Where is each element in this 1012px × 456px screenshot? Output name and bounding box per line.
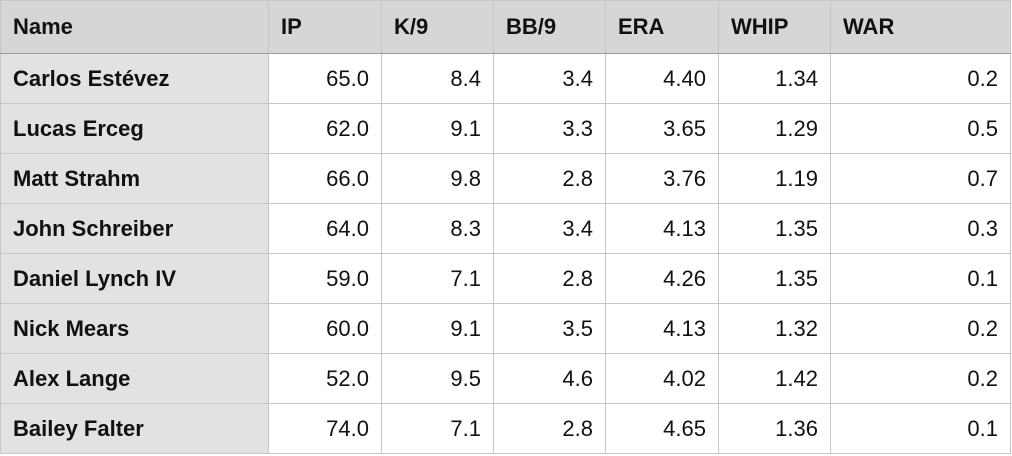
stat-cell: 9.5	[381, 353, 494, 404]
stat-cell: 7.1	[381, 403, 494, 454]
stat-cell: 0.3	[830, 203, 1011, 254]
stat-cell: 3.5	[493, 303, 606, 354]
stat-cell: 2.8	[493, 153, 606, 204]
stat-cell: 4.65	[605, 403, 719, 454]
header-cell: BB/9	[493, 0, 606, 54]
player-name: John Schreiber	[0, 203, 269, 254]
player-name: Nick Mears	[0, 303, 269, 354]
stat-cell: 0.2	[830, 53, 1011, 104]
header-cell: Name	[0, 0, 269, 54]
stat-cell: 1.34	[718, 53, 831, 104]
stat-cell: 0.5	[830, 103, 1011, 154]
stat-cell: 4.26	[605, 253, 719, 304]
stat-cell: 7.1	[381, 253, 494, 304]
stat-cell: 4.6	[493, 353, 606, 404]
stat-cell: 9.1	[381, 303, 494, 354]
stat-cell: 65.0	[268, 53, 382, 104]
stat-cell: 0.7	[830, 153, 1011, 204]
stat-cell: 3.4	[493, 53, 606, 104]
stat-cell: 3.76	[605, 153, 719, 204]
stat-cell: 1.42	[718, 353, 831, 404]
player-name: Bailey Falter	[0, 403, 269, 454]
stat-cell: 9.8	[381, 153, 494, 204]
stat-cell: 60.0	[268, 303, 382, 354]
stat-cell: 4.02	[605, 353, 719, 404]
stat-cell: 1.19	[718, 153, 831, 204]
player-name: Alex Lange	[0, 353, 269, 404]
header-cell: WAR	[830, 0, 1011, 54]
table-row: Nick Mears 60.0 9.1 3.5 4.13 1.32 0.2	[0, 303, 1011, 354]
stat-cell: 1.35	[718, 203, 831, 254]
stat-cell: 1.32	[718, 303, 831, 354]
stat-cell: 1.36	[718, 403, 831, 454]
table-row: Alex Lange 52.0 9.5 4.6 4.02 1.42 0.2	[0, 353, 1011, 404]
stat-cell: 2.8	[493, 253, 606, 304]
table-row: Bailey Falter 74.0 7.1 2.8 4.65 1.36 0.1	[0, 403, 1011, 454]
stat-cell: 9.1	[381, 103, 494, 154]
stat-cell: 3.4	[493, 203, 606, 254]
stat-cell: 0.2	[830, 353, 1011, 404]
stat-cell: 52.0	[268, 353, 382, 404]
stat-cell: 74.0	[268, 403, 382, 454]
header-cell: WHIP	[718, 0, 831, 54]
stat-cell: 64.0	[268, 203, 382, 254]
table-header: Name IP K/9 BB/9 ERA WHIP WAR	[0, 0, 1011, 54]
stat-cell: 0.1	[830, 403, 1011, 454]
table-row: Daniel Lynch IV 59.0 7.1 2.8 4.26 1.35 0.1	[0, 253, 1011, 304]
stat-cell: 4.40	[605, 53, 719, 104]
stat-cell: 0.2	[830, 303, 1011, 354]
stat-cell: 1.35	[718, 253, 831, 304]
stat-cell: 4.13	[605, 303, 719, 354]
stat-cell: 1.29	[718, 103, 831, 154]
header-cell: ERA	[605, 0, 719, 54]
stat-cell: 8.3	[381, 203, 494, 254]
table-body: Carlos Estévez 65.0 8.4 3.4 4.40 1.34 0.2 Lucas…	[0, 53, 1011, 454]
table-row: John Schreiber 64.0 8.3 3.4 4.13 1.35 0.3	[0, 203, 1011, 254]
stat-cell: 3.3	[493, 103, 606, 154]
stat-cell: 66.0	[268, 153, 382, 204]
table-row: Matt Strahm 66.0 9.8 2.8 3.76 1.19 0.7	[0, 153, 1011, 204]
stat-cell: 59.0	[268, 253, 382, 304]
stat-cell: 0.1	[830, 253, 1011, 304]
player-name: Daniel Lynch IV	[0, 253, 269, 304]
header-cell: K/9	[381, 0, 494, 54]
player-name: Carlos Estévez	[0, 53, 269, 104]
header-cell: IP	[268, 0, 382, 54]
player-name: Lucas Erceg	[0, 103, 269, 154]
player-name: Matt Strahm	[0, 153, 269, 204]
stat-cell: 8.4	[381, 53, 494, 104]
stat-cell: 62.0	[268, 103, 382, 154]
table-row: Carlos Estévez 65.0 8.4 3.4 4.40 1.34 0.2	[0, 53, 1011, 104]
stat-cell: 2.8	[493, 403, 606, 454]
table-row: Lucas Erceg 62.0 9.1 3.3 3.65 1.29 0.5	[0, 103, 1011, 154]
stat-cell: 4.13	[605, 203, 719, 254]
header-row: Name IP K/9 BB/9 ERA WHIP WAR	[0, 0, 1011, 54]
stat-cell: 3.65	[605, 103, 719, 154]
